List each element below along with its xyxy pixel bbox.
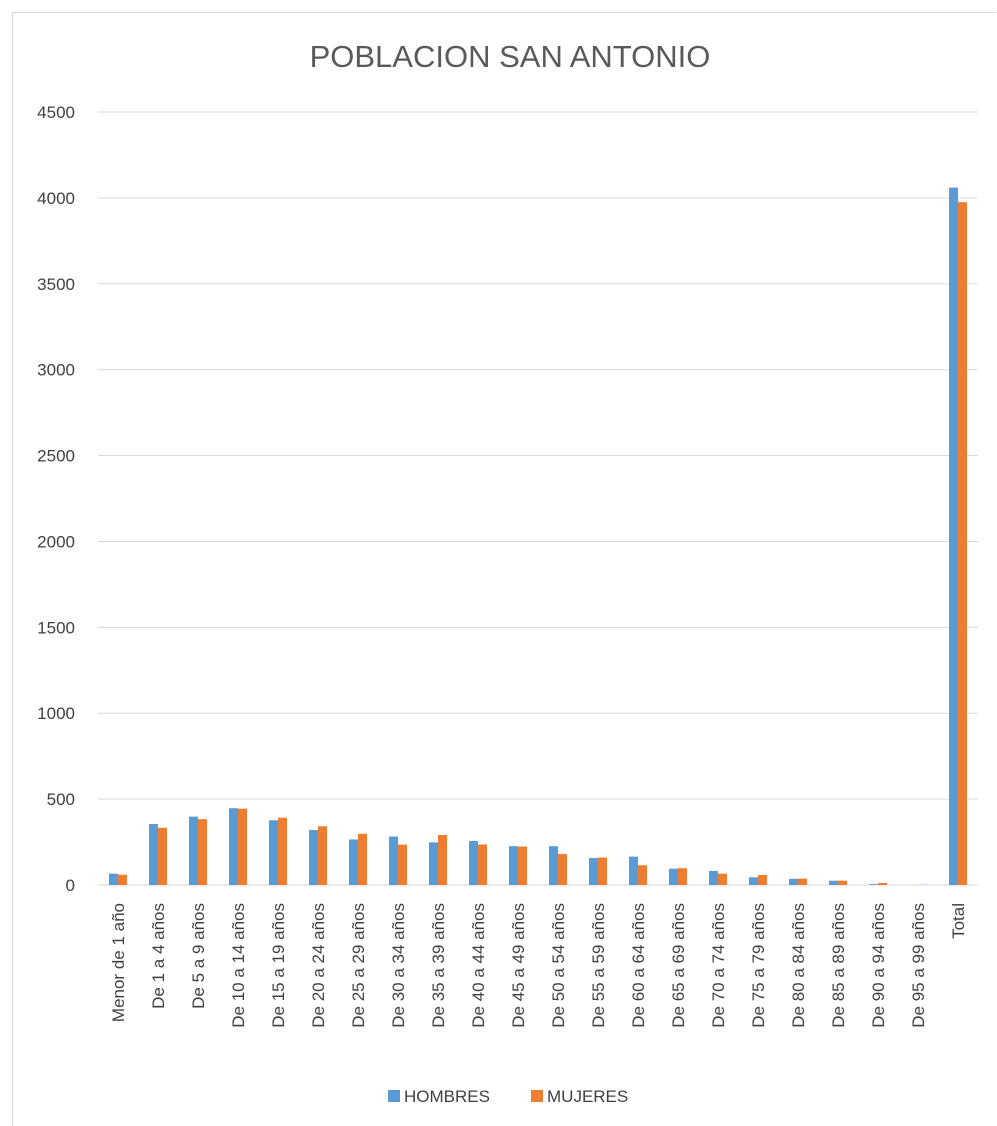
bar-hombres bbox=[669, 868, 678, 885]
bar-hombres bbox=[469, 841, 478, 885]
bar-hombres bbox=[269, 820, 278, 885]
bar-hombres bbox=[829, 880, 838, 885]
bar-mujeres bbox=[638, 865, 647, 885]
bar-mujeres bbox=[758, 875, 767, 885]
chart-frame bbox=[12, 12, 996, 1126]
y-tick-label: 2500 bbox=[37, 447, 75, 466]
x-tick-label: De 50 a 54 años bbox=[549, 903, 568, 1028]
x-tick-label: De 5 a 9 años bbox=[189, 903, 208, 1009]
bar-mujeres bbox=[438, 835, 447, 885]
x-tick-label: De 75 a 79 años bbox=[749, 903, 768, 1028]
x-tick-label: De 45 a 49 años bbox=[509, 903, 528, 1028]
legend-swatch-hombres bbox=[388, 1090, 400, 1102]
bar-hombres bbox=[789, 878, 798, 885]
x-tick-label: De 90 a 94 años bbox=[869, 903, 888, 1028]
bar-mujeres bbox=[838, 880, 847, 885]
bar-hombres bbox=[309, 830, 318, 885]
x-tick-label: De 65 a 69 años bbox=[669, 903, 688, 1028]
bar-hombres bbox=[109, 873, 118, 885]
y-tick-label: 4000 bbox=[37, 189, 75, 208]
bar-mujeres bbox=[598, 857, 607, 885]
x-tick-label: De 10 a 14 años bbox=[229, 903, 248, 1028]
bar-hombres bbox=[189, 816, 198, 885]
bar-mujeres bbox=[798, 878, 807, 885]
y-tick-label: 0 bbox=[66, 876, 75, 895]
x-tick-label: De 15 a 19 años bbox=[269, 903, 288, 1028]
x-tick-label: De 1 a 4 años bbox=[149, 903, 168, 1009]
x-axis-tick-labels: Menor de 1 año De 1 a 4 años De 5 a 9 años… bbox=[109, 903, 968, 1028]
y-tick-label: 4500 bbox=[37, 103, 75, 122]
bar-mujeres bbox=[478, 844, 487, 885]
bar-mujeres bbox=[198, 819, 207, 885]
legend-swatch-mujeres bbox=[531, 1090, 543, 1102]
bar-hombres bbox=[389, 836, 398, 885]
x-tick-label: De 95 a 99 años bbox=[909, 903, 928, 1028]
x-tick-label: De 25 a 29 años bbox=[349, 903, 368, 1028]
bar-hombres bbox=[589, 858, 598, 885]
bar-hombres bbox=[149, 824, 158, 885]
x-tick-label: De 30 a 34 años bbox=[389, 903, 408, 1028]
legend-label-hombres: HOMBRES bbox=[404, 1087, 490, 1106]
bar-mujeres bbox=[958, 202, 967, 885]
bar-hombres bbox=[549, 846, 558, 885]
x-tick-label: Menor de 1 año bbox=[109, 903, 128, 1022]
bar-mujeres bbox=[878, 882, 887, 885]
x-tick-label: De 70 a 74 años bbox=[709, 903, 728, 1028]
bar-hombres bbox=[509, 846, 518, 885]
bar-hombres bbox=[949, 187, 958, 886]
bar-hombres bbox=[869, 884, 878, 885]
bar-mujeres bbox=[678, 868, 687, 885]
bar-hombres bbox=[749, 877, 758, 885]
bar-mujeres bbox=[238, 808, 247, 885]
gridlines bbox=[98, 111, 978, 886]
bar-mujeres bbox=[278, 817, 287, 885]
x-tick-label: De 85 a 89 años bbox=[829, 903, 848, 1028]
x-tick-label: De 20 a 24 años bbox=[309, 903, 328, 1028]
y-tick-label: 1000 bbox=[37, 704, 75, 723]
x-tick-label: De 80 a 84 años bbox=[789, 903, 808, 1028]
y-tick-label: 3500 bbox=[37, 275, 75, 294]
bar-mujeres bbox=[718, 873, 727, 885]
bar-mujeres bbox=[118, 874, 127, 885]
bar-mujeres bbox=[318, 826, 327, 885]
bar-hombres bbox=[709, 870, 718, 885]
y-tick-label: 3000 bbox=[37, 361, 75, 380]
y-tick-label: 2000 bbox=[37, 532, 75, 551]
x-tick-label: De 40 a 44 años bbox=[469, 903, 488, 1028]
bar-mujeres bbox=[158, 827, 167, 885]
legend-label-mujeres: MUJERES bbox=[547, 1087, 628, 1106]
bar-mujeres bbox=[398, 844, 407, 885]
chart-title: POBLACION SAN ANTONIO bbox=[310, 39, 711, 74]
bar-mujeres bbox=[518, 846, 527, 885]
x-tick-label: De 60 a 64 años bbox=[629, 903, 648, 1028]
bars bbox=[109, 187, 967, 886]
bar-hombres bbox=[229, 808, 238, 885]
bar-mujeres bbox=[558, 854, 567, 885]
x-tick-label: De 55 a 59 años bbox=[589, 903, 608, 1028]
bar-hombres bbox=[629, 856, 638, 885]
bar-hombres bbox=[349, 839, 358, 885]
bar-hombres bbox=[429, 842, 438, 885]
x-tick-label: De 35 a 39 años bbox=[429, 903, 448, 1028]
y-tick-label: 500 bbox=[47, 790, 75, 809]
y-tick-label: 1500 bbox=[37, 618, 75, 637]
bar-mujeres bbox=[358, 833, 367, 885]
legend: HOMBRES MUJERES bbox=[388, 1087, 628, 1106]
x-tick-label: Total bbox=[949, 903, 968, 939]
y-axis-tick-labels: 0 500 1000 1500 2000 2500 3000 3500 4000 4500 bbox=[37, 103, 75, 895]
